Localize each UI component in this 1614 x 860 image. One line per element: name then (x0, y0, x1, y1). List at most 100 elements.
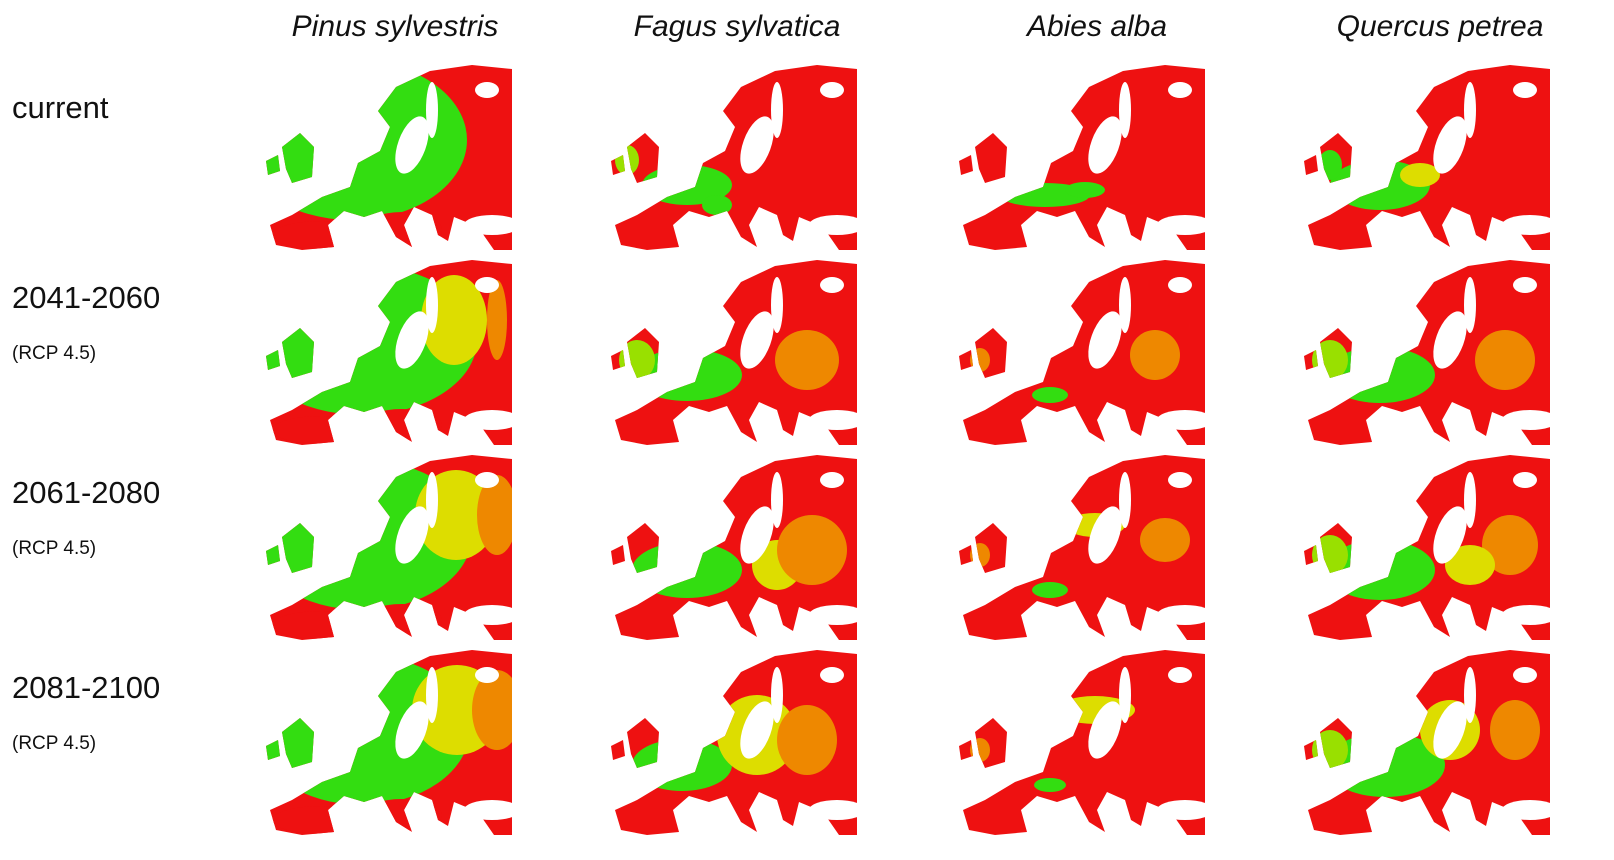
white-sea (1168, 277, 1192, 293)
white-sea (1513, 82, 1537, 98)
suitability-zone (1032, 387, 1068, 403)
suitability-zone (362, 409, 442, 441)
species-map (1300, 650, 1558, 835)
white-sea (1513, 472, 1537, 488)
gulf-sea (771, 472, 783, 528)
map-figure: Pinus sylvestris Fagus sylvatica Abies alb… (0, 0, 1614, 855)
white-sea (1168, 472, 1192, 488)
species-map (252, 455, 520, 640)
suitability-zone (619, 340, 655, 380)
gulf-sea (1119, 472, 1131, 528)
suitability-zone (1475, 330, 1535, 390)
black-sea (1157, 215, 1213, 235)
suitability-zone (970, 738, 990, 762)
gulf-sea (1464, 472, 1476, 528)
suitability-zone (632, 739, 732, 791)
column-header: Fagus sylvatica (634, 10, 841, 43)
suitability-zone (777, 705, 837, 775)
species-map (247, 260, 520, 445)
suitability-zone (970, 543, 990, 567)
black-sea (809, 410, 865, 430)
suitability-zone (1140, 518, 1190, 562)
white-sea (820, 277, 844, 293)
black-sea (1157, 605, 1213, 625)
white-sea (475, 667, 499, 683)
suitability-zone (1130, 330, 1180, 380)
suitability-zone (272, 416, 372, 444)
species-map (955, 455, 1213, 640)
species-map (1300, 455, 1558, 640)
black-sea (1157, 410, 1213, 430)
suitability-zone (1312, 340, 1348, 380)
white-sea (820, 472, 844, 488)
gulf-sea (1464, 82, 1476, 138)
gulf-sea (1119, 277, 1131, 333)
suitability-zone (1034, 778, 1066, 792)
species-map (1300, 260, 1558, 445)
column-header: Pinus sylvestris (292, 10, 499, 43)
column-header: Abies alba (1025, 10, 1167, 43)
species-map (1300, 65, 1558, 250)
species-map (237, 60, 520, 250)
black-sea (809, 215, 865, 235)
black-sea (1502, 215, 1558, 235)
suitability-zone (272, 221, 372, 249)
black-sea (809, 800, 865, 820)
species-map (955, 65, 1213, 250)
gulf-sea (771, 667, 783, 723)
gulf-sea (1119, 667, 1131, 723)
suitability-zone (1318, 150, 1342, 180)
suitability-zone (775, 330, 839, 390)
white-sea (475, 82, 499, 98)
suitability-zone (615, 145, 639, 175)
suitability-zone (1490, 700, 1540, 760)
suitability-zone (702, 195, 732, 215)
white-sea (475, 277, 499, 293)
species-map (955, 260, 1213, 445)
species-map (255, 650, 523, 835)
suitability-zone (777, 515, 847, 585)
period-label: 2081-2100 (12, 670, 160, 705)
scenario-label: (RCP 4.5) (12, 733, 96, 754)
black-sea (809, 605, 865, 625)
column-header: Quercus petrea (1337, 10, 1544, 43)
gulf-sea (1464, 277, 1476, 333)
black-sea (1502, 410, 1558, 430)
white-sea (1168, 82, 1192, 98)
white-sea (820, 82, 844, 98)
black-sea (464, 605, 520, 625)
scenario-label: (RCP 4.5) (12, 538, 96, 559)
suitability-zone (632, 542, 742, 598)
suitability-zone (1065, 182, 1105, 198)
suitability-zone (1312, 535, 1348, 575)
species-map (607, 455, 865, 640)
white-sea (475, 472, 499, 488)
suitability-zone (472, 670, 522, 750)
gulf-sea (426, 472, 438, 528)
period-label: 2061-2080 (12, 475, 160, 510)
white-sea (1513, 667, 1537, 683)
suitability-zone (1312, 730, 1348, 770)
gulf-sea (771, 82, 783, 138)
period-label: current (12, 90, 109, 125)
black-sea (464, 800, 520, 820)
black-sea (464, 215, 520, 235)
suitability-zone (272, 806, 372, 834)
white-sea (820, 667, 844, 683)
black-sea (1502, 605, 1558, 625)
species-map (607, 65, 865, 250)
gulf-sea (426, 667, 438, 723)
suitability-zone (272, 611, 372, 639)
white-sea (1168, 667, 1192, 683)
white-sea (1513, 277, 1537, 293)
gulf-sea (1464, 667, 1476, 723)
gulf-sea (1119, 82, 1131, 138)
black-sea (464, 410, 520, 430)
suitability-zone (362, 604, 442, 636)
species-map (955, 650, 1213, 835)
suitability-zone (362, 212, 442, 248)
suitability-zone (362, 799, 442, 831)
gulf-sea (426, 82, 438, 138)
gulf-sea (426, 277, 438, 333)
black-sea (1502, 800, 1558, 820)
